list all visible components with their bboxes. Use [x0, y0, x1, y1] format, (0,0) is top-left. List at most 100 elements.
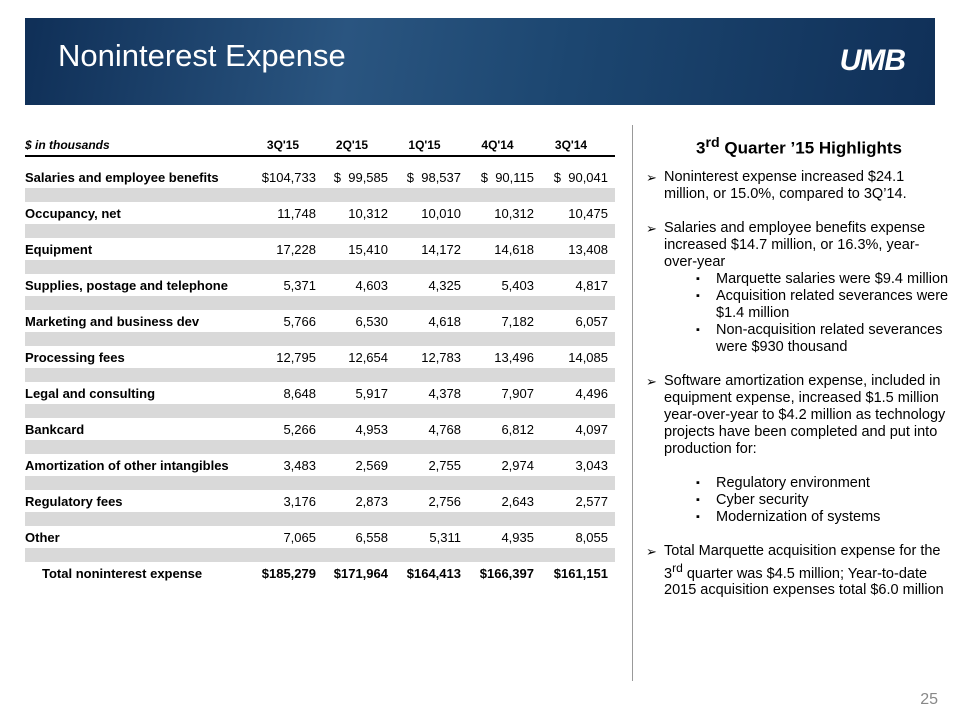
bullet: Salaries and employee benefits expense i… [646, 220, 952, 356]
row-band [25, 512, 615, 526]
bullet-text: Software amortization expense, included … [664, 372, 946, 457]
total-row: Total noninterest expense $185,279 $171,96… [25, 562, 615, 584]
bullet-text: Noninterest expense increased $24.1 mill… [664, 168, 907, 202]
header-row: $ in thousands 3Q'15 2Q'15 1Q'15 4Q'14 3Q'14 [25, 135, 615, 157]
slide-title: Noninterest Expense [58, 38, 346, 73]
highlights-title: 3rd Quarter ’15 Highlights [646, 135, 952, 157]
cell-value: 6,812 [501, 421, 534, 437]
cell-value: 10,010 [421, 205, 461, 221]
cell-value: $171,964 [333, 565, 388, 581]
row-label: Occupancy, net [25, 205, 121, 221]
data-row: Equipment 17,228 15,410 14,172 14,618 13,408 [25, 238, 615, 260]
row-label: $ in thousands [25, 138, 110, 152]
cell-value: 10,312 [348, 205, 388, 221]
cell-value: 2,756 [428, 493, 461, 509]
bullet-list: Noninterest expense increased $24.1 mill… [646, 169, 952, 526]
banner: Noninterest Expense UMB [25, 18, 935, 105]
cell-value: 5,917 [355, 385, 388, 401]
row-band [25, 224, 615, 238]
cell-value: 4,325 [428, 277, 461, 293]
cell-value: 7,065 [283, 529, 316, 545]
data-row: Occupancy, net 11,748 10,312 10,010 10,312 10… [25, 202, 615, 224]
bullet: Noninterest expense increased $24.1 mill… [646, 169, 952, 203]
data-row: Legal and consulting 8,648 5,917 4,378 7,907… [25, 382, 615, 404]
data-row: Processing fees 12,795 12,654 12,783 13,496 1… [25, 346, 615, 368]
row-label: Regulatory fees [25, 493, 123, 509]
title-rest: Quarter ’15 Highlights [719, 138, 902, 158]
ordinal: 3 [664, 565, 673, 582]
cell-value: 5,311 [429, 529, 461, 545]
cell-value: 14,172 [421, 241, 461, 257]
cell-value: 11,748 [277, 205, 316, 221]
row-band [25, 188, 615, 202]
sub-bullet: Regulatory environment [664, 475, 952, 492]
cell-value: 17,228 [276, 241, 316, 257]
row-band [25, 476, 615, 490]
spacer [25, 157, 615, 166]
data-row: Regulatory fees 3,176 2,873 2,756 2,643 2,577 [25, 490, 615, 512]
row-band [25, 404, 615, 418]
page-number: 25 [920, 691, 938, 708]
cell-value: 4,935 [501, 529, 534, 545]
cell-value: $ 90,041 [553, 169, 608, 185]
cell-value: 4,496 [575, 385, 608, 401]
data-row: Bankcard 5,266 4,953 4,768 6,812 4,097 [25, 418, 615, 440]
cell-value: 4,768 [428, 421, 461, 437]
cell-value: 5,403 [501, 277, 534, 293]
row-label: Other [25, 529, 60, 545]
cell-value: 7,182 [501, 313, 534, 329]
cell-value: 5,371 [283, 277, 316, 293]
cell-value: $166,397 [479, 565, 534, 581]
cell-value: $185,279 [261, 565, 316, 581]
bullet-text: Salaries and employee benefits expense i… [664, 219, 926, 270]
data-row: Marketing and business dev 5,766 6,530 4,61… [25, 310, 615, 332]
cell-value: 15,410 [348, 241, 388, 257]
data-row: Amortization of other intangibles 3,483 2,… [25, 454, 615, 476]
cell-value: 4,603 [355, 277, 388, 293]
cell-value: 13,496 [494, 349, 534, 365]
cell-value: 3,176 [283, 493, 316, 509]
cell-value: 6,057 [575, 313, 608, 329]
cell-value: 1Q'15 [408, 138, 441, 152]
row-band [25, 548, 615, 562]
cell-value: $161,151 [553, 565, 608, 581]
cell-value: 3Q'14 [554, 138, 588, 152]
cell-value: 6,530 [355, 313, 388, 329]
divider [632, 125, 633, 681]
row-band [25, 368, 615, 382]
cell-value: 14,085 [568, 349, 608, 365]
text: Total Marquette acquisition expense for … [664, 542, 941, 559]
cell-value: 12,795 [276, 349, 316, 365]
cell-value: 3Q'15 [266, 138, 300, 152]
cell-value: 6,558 [355, 529, 388, 545]
row-band [25, 332, 615, 346]
cell-value: 4,097 [575, 421, 608, 437]
sub-bullet: Modernization of systems [664, 509, 952, 526]
cell-value: 13,408 [568, 241, 608, 257]
cell-value: 2,569 [355, 457, 388, 473]
text: quarter was $4.5 million; Year-to-date 2… [664, 565, 944, 599]
expense-table: $ in thousands 3Q'15 2Q'15 1Q'15 4Q'14 3Q'14 S… [25, 135, 615, 584]
cell-value: 12,654 [348, 349, 388, 365]
row-label: Bankcard [25, 421, 85, 437]
cell-value: 3,483 [283, 457, 316, 473]
cell-value: 12,783 [421, 349, 461, 365]
row-label: Marketing and business dev [25, 313, 200, 329]
cell-value: 8,055 [575, 529, 608, 545]
cell-value: 10,475 [568, 205, 608, 221]
cell-value: 2,577 [575, 493, 608, 509]
cell-value: 8,648 [283, 385, 316, 401]
cell-value: 2,755 [428, 457, 461, 473]
cell-value: $164,413 [406, 565, 461, 581]
data-row: Other 7,065 6,558 5,311 4,935 8,055 [25, 526, 615, 548]
ordinal: 3 [696, 138, 706, 158]
row-label: Processing fees [25, 349, 125, 365]
cell-value: 4,817 [575, 277, 608, 293]
row-label: Equipment [25, 241, 93, 257]
cell-value: $ 99,585 [333, 169, 388, 185]
row-band [25, 260, 615, 274]
sub-bullet: Non-acquisition related severances were … [664, 322, 952, 356]
bullet: Software amortization expense, included … [646, 373, 952, 526]
data-row: Salaries and employee benefits $104,733 $ … [25, 166, 615, 188]
